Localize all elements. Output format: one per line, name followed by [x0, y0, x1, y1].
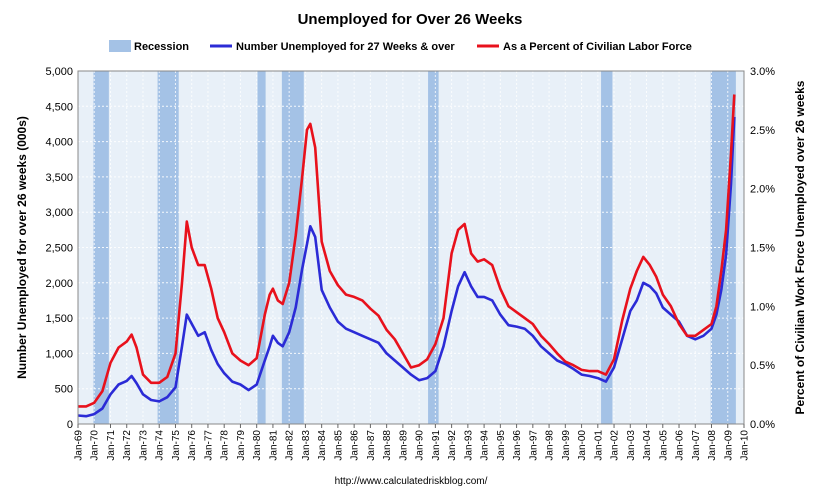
recession-band-0 [93, 71, 109, 424]
x-tick-20: Jan-89 [398, 430, 409, 461]
x-tick-28: Jan-97 [528, 430, 539, 461]
x-axis-ticks: Jan-69 Jan-70 Jan-71 Jan-72 Jan-73 Jan-74 Jan-… [74, 424, 751, 461]
x-tick-37: Jan-06 [675, 430, 686, 461]
y2-axis-ticks: 0.0% 0.5% 1.0% 1.5% 2.0% 2.5% 3.0% [750, 66, 775, 431]
recession-band-2 [257, 71, 266, 424]
x-tick-41: Jan-10 [740, 430, 751, 461]
y-tick-0: 0 [67, 419, 73, 431]
y-tick-9: 4,500 [45, 101, 73, 113]
x-tick-9: Jan-78 [220, 430, 231, 461]
x-tick-3: Jan-72 [122, 430, 133, 461]
series-number-line [77, 116, 736, 418]
x-tick-10: Jan-79 [236, 430, 247, 461]
x-tick-19: Jan-88 [382, 430, 393, 461]
x-tick-27: Jan-96 [512, 430, 523, 461]
x-tick-38: Jan-07 [691, 430, 702, 461]
legend-label-number: Number Unemployed for 27 Weeks & over [236, 41, 455, 53]
x-tick-7: Jan-76 [187, 430, 198, 461]
y-tick-3: 1,500 [45, 313, 73, 325]
legend-label-recession: Recession [134, 41, 189, 53]
y2-tick-1: 0.5% [750, 360, 775, 372]
chart-title: Unemployed for Over 26 Weeks [298, 11, 523, 28]
y2-tick-2: 1.0% [750, 301, 775, 313]
y2-tick-0: 0.0% [750, 419, 775, 431]
y-tick-4: 2,000 [45, 278, 73, 290]
x-tick-23: Jan-92 [447, 430, 458, 461]
x-tick-33: Jan-02 [610, 430, 621, 461]
x-tick-30: Jan-99 [561, 430, 572, 461]
recession-band-1 [157, 71, 179, 424]
y-tick-10: 5,000 [45, 66, 73, 78]
x-tick-15: Jan-84 [317, 430, 328, 461]
y-tick-6: 3,000 [45, 207, 73, 219]
y-tick-2: 1,000 [45, 348, 73, 360]
legend: Recession Number Unemployed for 27 Weeks… [109, 40, 692, 53]
y-tick-7: 3,500 [45, 172, 73, 184]
y-tick-5: 2,500 [45, 243, 73, 255]
series-percent-line [78, 94, 736, 408]
x-tick-16: Jan-85 [333, 430, 344, 461]
y-tick-8: 4,000 [45, 137, 73, 149]
plot-border [77, 70, 745, 425]
recession-band-4 [428, 71, 439, 424]
source-url: http://www.calculatedriskblog.com/ [335, 476, 488, 487]
y2-tick-5: 2.5% [750, 125, 775, 137]
y2-tick-3: 1.5% [750, 243, 775, 255]
x-tick-22: Jan-91 [431, 430, 442, 461]
x-tick-0: Jan-69 [74, 430, 85, 461]
x-tick-14: Jan-83 [301, 430, 312, 461]
x-tick-34: Jan-03 [626, 430, 637, 461]
legend-swatch-recession [109, 40, 131, 52]
x-tick-12: Jan-81 [268, 430, 279, 461]
x-tick-36: Jan-05 [658, 430, 669, 461]
x-tick-26: Jan-95 [496, 430, 507, 461]
x-tick-18: Jan-87 [366, 430, 377, 461]
y2-tick-6: 3.0% [750, 66, 775, 78]
x-tick-11: Jan-80 [252, 430, 263, 461]
x-tick-5: Jan-74 [155, 430, 166, 461]
x-tick-1: Jan-70 [90, 430, 101, 461]
x-tick-40: Jan-09 [723, 430, 734, 461]
legend-label-percent: As a Percent of Civilian Labor Force [503, 41, 692, 53]
series-lines [77, 70, 745, 425]
y-tick-1: 500 [55, 384, 73, 396]
x-tick-4: Jan-73 [139, 430, 150, 461]
y2-axis-title: Percent of Civilian Work Force Unemploye… [793, 80, 807, 414]
x-tick-35: Jan-04 [642, 430, 653, 461]
x-tick-21: Jan-90 [415, 430, 426, 461]
y-axis-ticks: 0 500 1,000 1,500 2,000 2,500 3,000 3,500 4,000 4… [45, 66, 73, 431]
x-tick-17: Jan-86 [350, 430, 361, 461]
x-tick-2: Jan-71 [106, 430, 117, 461]
x-tick-8: Jan-77 [204, 430, 215, 461]
x-tick-32: Jan-01 [593, 430, 604, 461]
y2-tick-4: 2.0% [750, 184, 775, 196]
x-tick-13: Jan-82 [285, 430, 296, 461]
x-tick-6: Jan-75 [171, 430, 182, 461]
y-axis-title: Number Unemployed for over 26 weeks (000… [15, 116, 29, 379]
gridlines [77, 70, 745, 425]
x-tick-25: Jan-94 [480, 430, 491, 461]
x-tick-24: Jan-93 [463, 430, 474, 461]
x-tick-29: Jan-98 [545, 430, 556, 461]
x-tick-39: Jan-08 [707, 430, 718, 461]
x-tick-31: Jan-00 [577, 430, 588, 461]
